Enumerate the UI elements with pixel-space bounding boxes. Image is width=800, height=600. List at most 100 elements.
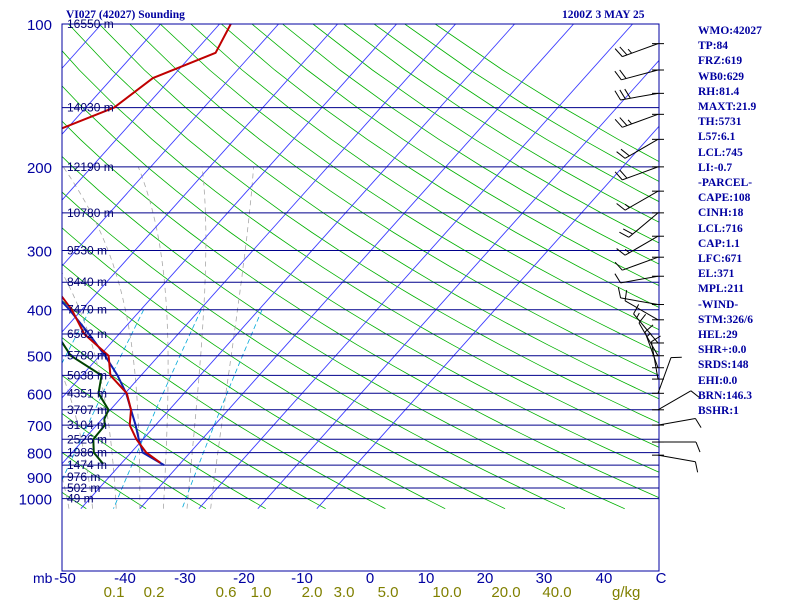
dry-adiabat <box>343 24 659 223</box>
height-label: 6582 m <box>67 327 107 341</box>
height-label: 5780 m <box>67 349 107 363</box>
mixing-ratio-tick-label: 3.0 <box>334 584 355 600</box>
wind-barb <box>614 88 664 101</box>
dry-adiabat <box>251 24 659 287</box>
mixing-ratio-tick-label: 2.0 <box>302 584 323 600</box>
mixing-ratio-line <box>0 310 24 509</box>
height-label: 8440 m <box>67 275 107 289</box>
sounding-index: RH:81.4 <box>698 85 740 98</box>
wind-barb <box>652 441 701 453</box>
wind-barb <box>616 190 664 211</box>
mixing-ratio-tick-label: 0.2 <box>144 584 165 600</box>
sounding-index: WB0:629 <box>698 70 744 83</box>
isotherm <box>62 24 161 135</box>
wind-barb <box>614 43 664 58</box>
dry-adiabat <box>62 300 386 510</box>
temperature-tick-label: 30 <box>536 570 553 587</box>
moist-adiabat <box>137 166 169 509</box>
wind-barb <box>616 138 664 159</box>
mixing-ratio-line <box>62 309 145 482</box>
wind-barb <box>614 273 664 284</box>
sounding-index: FRZ:619 <box>698 55 743 68</box>
height-label: 12190 m <box>67 160 114 174</box>
sounding-index: MPL:211 <box>698 283 744 296</box>
sounding-index: WMO:42027 <box>698 25 762 37</box>
dewpoint-trace <box>62 340 110 465</box>
indices-panel: WMO:42027 TP:84 FRZ:619 WB0:629 RH:81.4 MAXT:… <box>698 24 798 419</box>
wind-barb <box>652 390 700 411</box>
temperature-tick-label: 20 <box>477 570 494 587</box>
temperature-tick-label: -10 <box>291 570 313 587</box>
mixing-ratio-line <box>113 309 202 509</box>
sounding-index: LI:-0.7 <box>698 161 733 174</box>
sounding-index: LCL:745 <box>698 146 743 159</box>
sounding-index: CAPE:108 <box>698 192 751 205</box>
dry-adiabat <box>282 24 659 265</box>
sounding-index: TP:84 <box>698 40 729 53</box>
temperature-tick-label: -50 <box>54 570 76 587</box>
moist-adiabat <box>62 271 117 509</box>
isotherm <box>62 24 397 399</box>
sounding-index: CAP:1.1 <box>698 237 740 250</box>
height-label: 502 m <box>67 481 100 495</box>
wind-barb <box>652 454 699 473</box>
sounding-index: SRDS:148 <box>698 359 749 372</box>
height-label: 49 m <box>67 492 94 506</box>
wind-barb <box>616 235 664 256</box>
mixing-ratio-tick-label: 20.0 <box>491 584 520 600</box>
height-label: 4351 m <box>67 386 107 400</box>
wind-barb <box>619 212 664 238</box>
sounding-index: TH:5731 <box>698 116 742 129</box>
sounding-title: VI027 (42027) Sounding <box>66 9 185 21</box>
height-label: 3104 m <box>67 418 107 432</box>
mixing-ratio-tick-label: 5.0 <box>378 584 399 600</box>
isotherm <box>316 125 659 509</box>
dry-adiabat <box>62 191 566 510</box>
wind-barb <box>644 324 664 369</box>
wind-barb <box>614 113 664 128</box>
isotherm <box>0 24 43 509</box>
wind-barb <box>624 290 664 321</box>
temperature-tick-label: -20 <box>233 570 255 587</box>
pressure-unit-label: mb <box>33 570 53 586</box>
pressure-tick-label: 500 <box>27 349 52 366</box>
sounding-index: STM:326/6 <box>698 313 753 326</box>
mixing-ratio-tick-label: 0.1 <box>104 584 125 600</box>
dry-adiabat <box>62 85 659 473</box>
isotherm <box>62 24 456 465</box>
dry-adiabat <box>312 24 659 244</box>
dry-adiabat <box>221 24 659 308</box>
height-label: 16550 m <box>67 17 114 31</box>
height-label: 1986 m <box>67 446 107 460</box>
height-label: 3707 m <box>67 403 107 417</box>
temperature-tick-label: -40 <box>114 570 136 587</box>
pressure-tick-label: 600 <box>27 386 52 403</box>
dry-adiabat <box>62 374 266 510</box>
pressure-tick-label: 400 <box>27 303 52 320</box>
pressure-tick-label: 800 <box>27 446 52 463</box>
height-label: 10780 m <box>67 206 114 220</box>
sounding-index: LCL:716 <box>698 222 743 235</box>
height-label: 2526 m <box>67 432 107 446</box>
temperature-tick-label: 10 <box>418 570 435 587</box>
wind-barb <box>614 256 664 271</box>
parcel-trace <box>62 300 165 466</box>
sounding-index: MAXT:21.9 <box>698 101 757 114</box>
wind-barb <box>614 166 664 181</box>
sounding-index: HEL:29 <box>698 329 738 342</box>
mixing-ratio-line <box>181 309 263 509</box>
pressure-tick-label: 100 <box>27 17 52 34</box>
dry-adiabat <box>62 120 659 499</box>
dry-adiabat <box>0 24 26 509</box>
wind-barb <box>614 69 664 81</box>
height-label: 14030 m <box>67 101 114 115</box>
temperature-tick-label: C <box>656 570 667 587</box>
isotherm <box>139 24 574 509</box>
height-label: 7470 m <box>67 303 107 317</box>
dry-adiabat <box>62 337 326 510</box>
dry-adiabat <box>62 50 659 448</box>
dry-adiabat <box>159 24 659 353</box>
mixing-ratio-unit-label: g/kg <box>612 584 640 600</box>
sounding-index: BRN:146.3 <box>698 389 752 402</box>
